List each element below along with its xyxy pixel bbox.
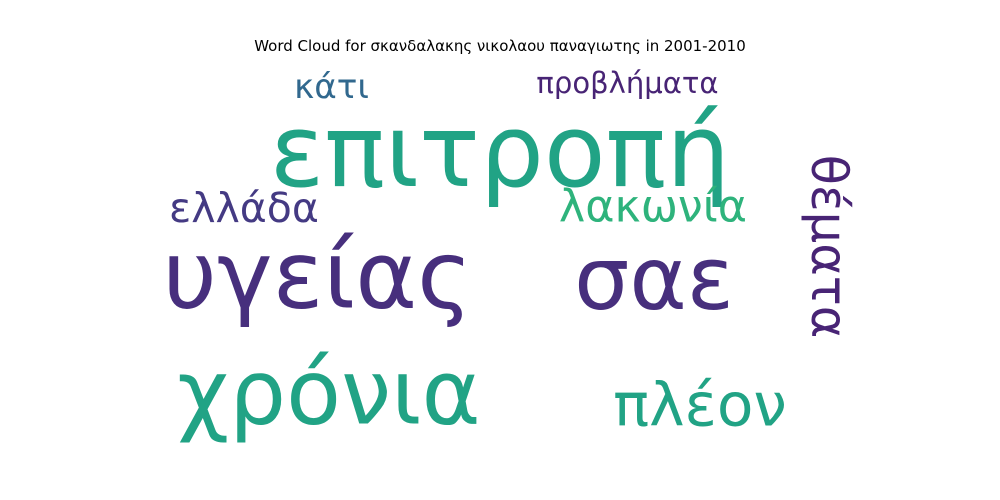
word-υγείας: υγείας [163, 221, 473, 330]
word-προβλήματα: προβλήματα [536, 66, 718, 100]
word-επιτροπή: επιτροπή [270, 92, 730, 210]
chart-title: Word Cloud for σκανδαλακης νικολαου πανα… [254, 37, 746, 55]
word-λακωνία: λακωνία [559, 181, 747, 232]
word-χρόνια: χρόνια [177, 341, 480, 445]
word-πλέον: πλέον [613, 371, 787, 441]
word-σαε: σαε [574, 228, 734, 330]
word-θέματα: θέματα [800, 155, 858, 339]
word-ελλάδα: ελλάδα [169, 184, 319, 232]
word-κάτι: κάτι [294, 67, 369, 107]
